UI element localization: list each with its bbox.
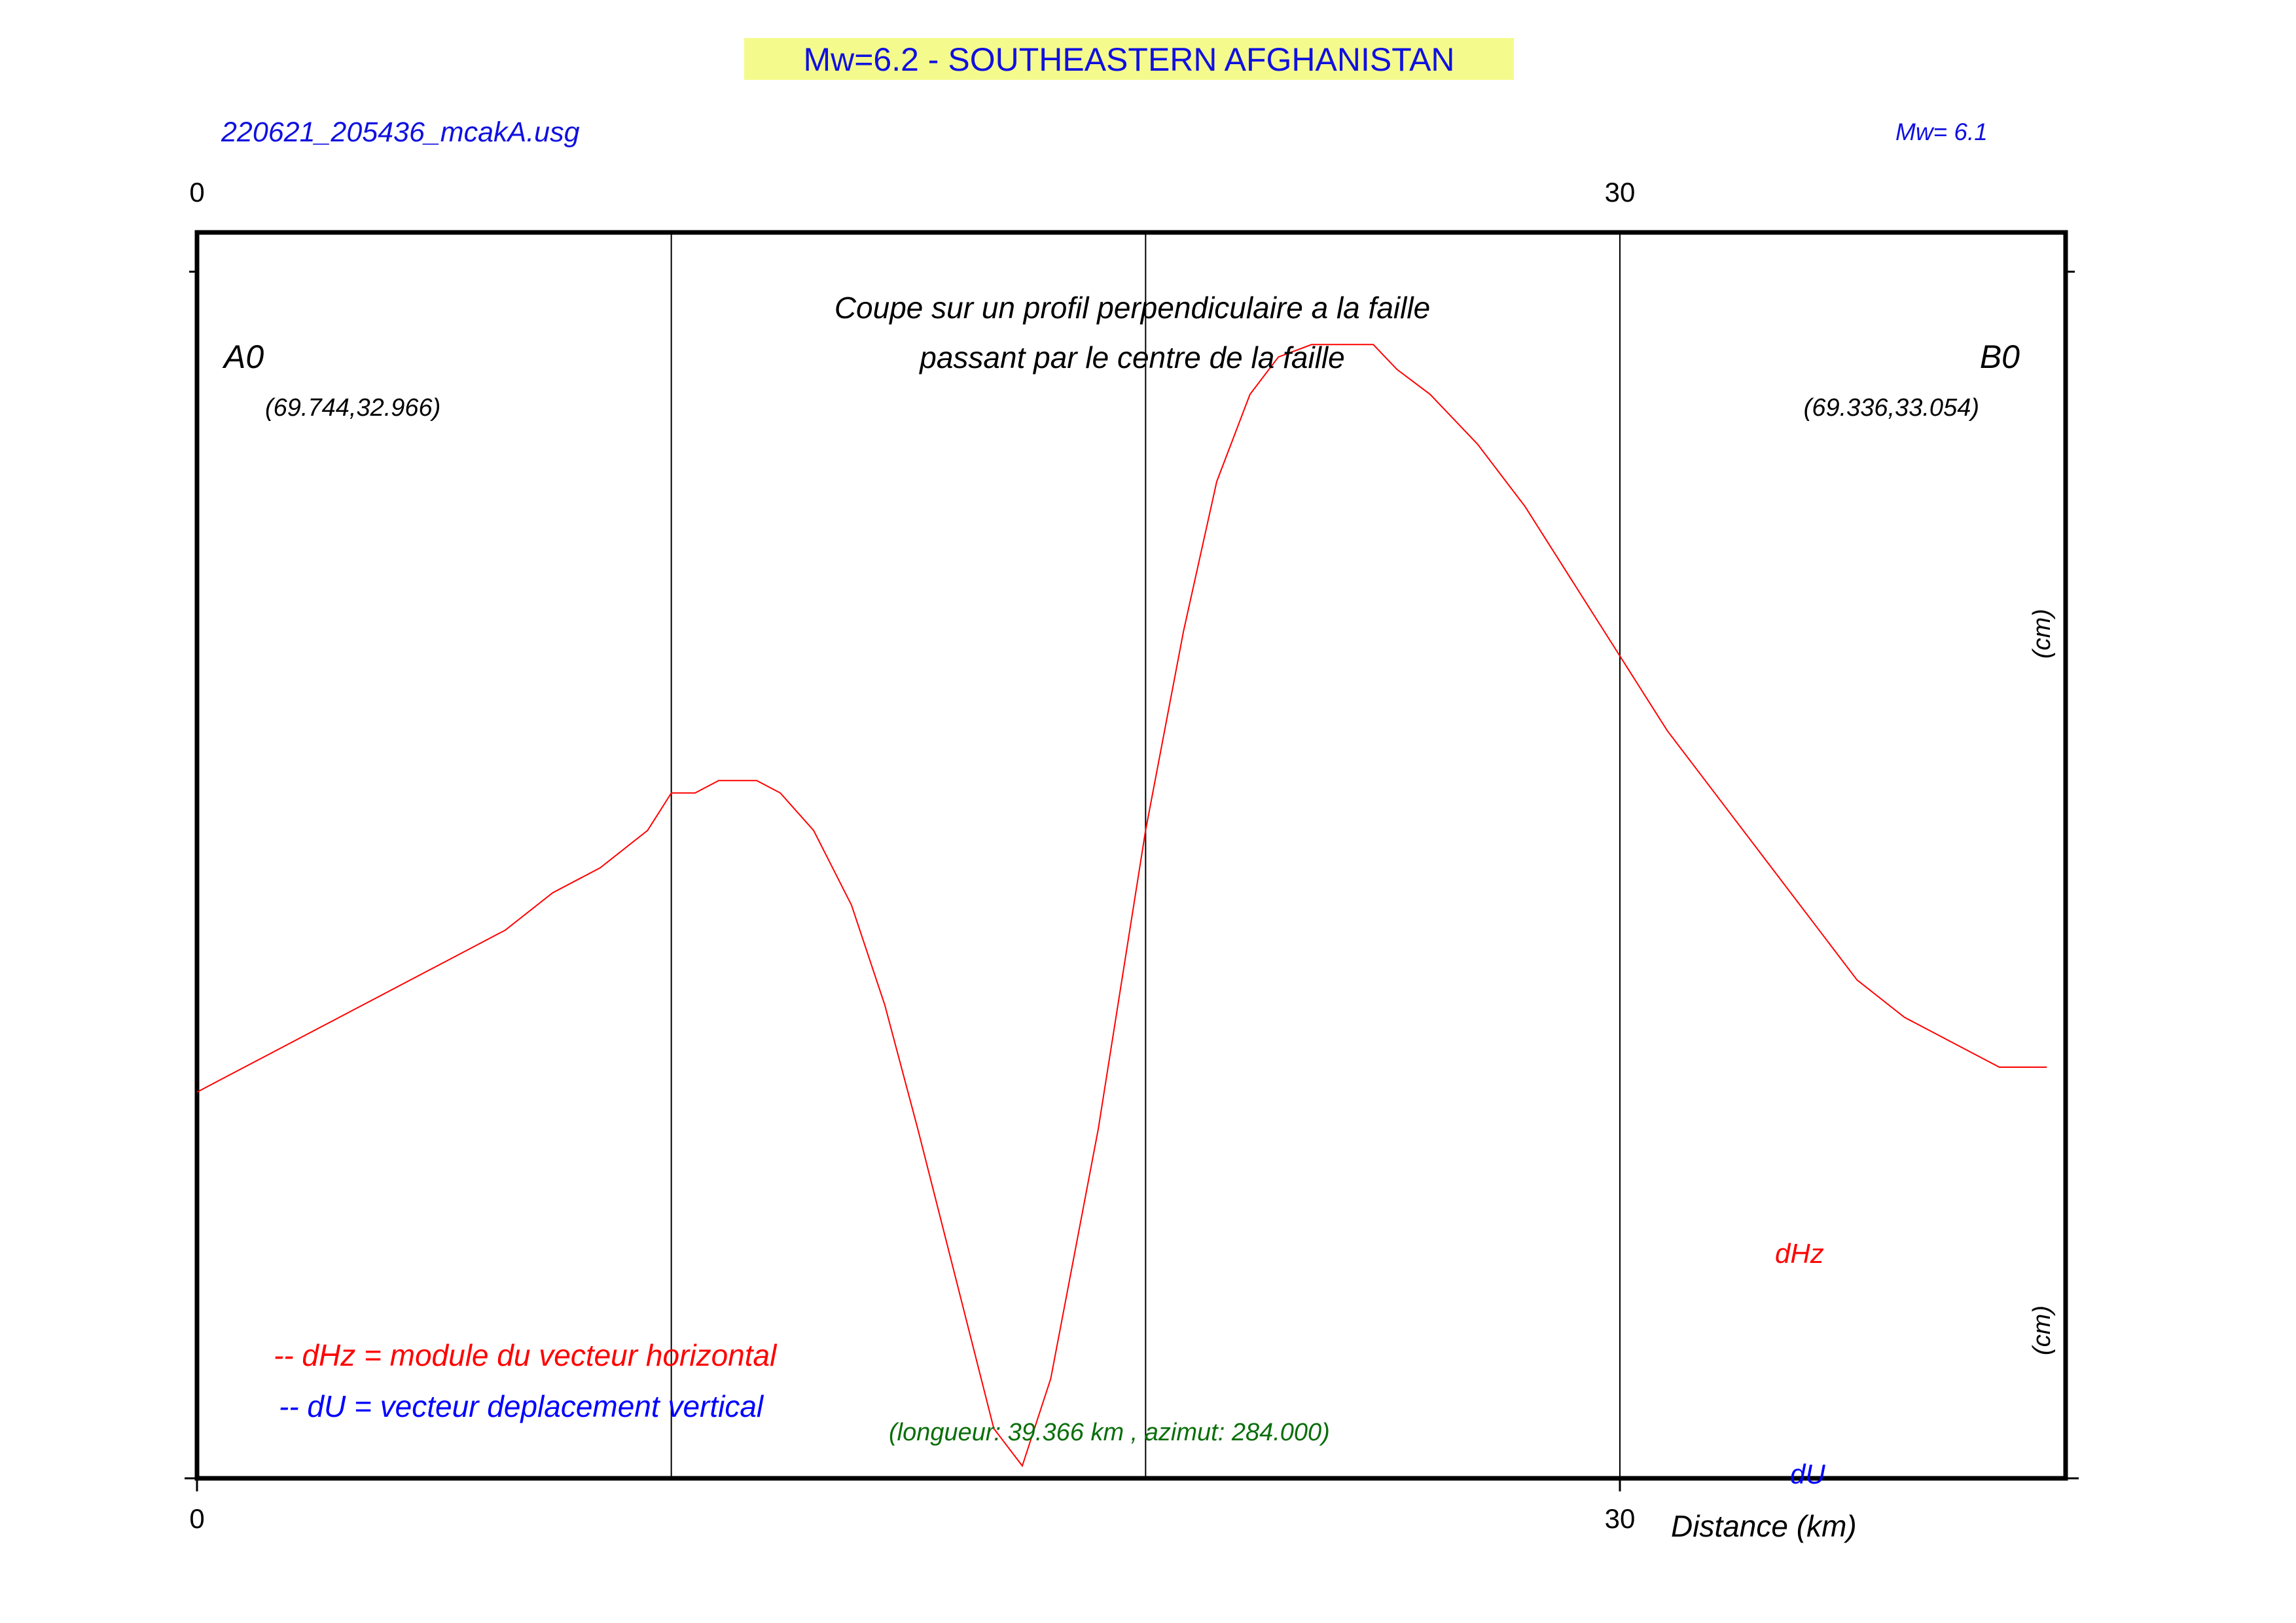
dhz-series-label: dHz bbox=[1775, 1238, 1824, 1269]
point-b-name: B0 bbox=[1980, 338, 2020, 375]
section-title-line1: Coupe sur un profil perpendiculaire a la… bbox=[834, 291, 1430, 325]
legend-dhz: -- dHz = module du vecteur horizontal bbox=[274, 1338, 778, 1372]
right-axis-unit-bottom: (cm) bbox=[2028, 1305, 2056, 1355]
legend-du: -- dU = vecteur deplacement vertical bbox=[279, 1389, 764, 1423]
profile-info: (longueur: 39.366 km , azimut: 284.000) bbox=[889, 1419, 1330, 1446]
file-label: 220621_205436_mcakA.usg bbox=[221, 117, 580, 148]
point-a-coords: (69.744,32.966) bbox=[265, 394, 440, 422]
point-b-coords: (69.336,33.054) bbox=[1804, 394, 1979, 422]
dhz-series-line bbox=[196, 344, 2047, 1468]
plot-frame bbox=[194, 230, 2068, 1481]
bottom-x-tick-label-30: 30 bbox=[1605, 1503, 1636, 1534]
point-a-name: A0 bbox=[222, 338, 264, 375]
vertical-reference-lines bbox=[670, 232, 1621, 1478]
top-x-tick-label-30: 30 bbox=[1605, 177, 1636, 208]
top-x-tick-label-0: 0 bbox=[189, 177, 204, 208]
mw-label: Mw= 6.1 bbox=[1895, 119, 1988, 145]
bottom-x-tick-label-0: 0 bbox=[189, 1503, 204, 1534]
x-axis-label: Distance (km) bbox=[1671, 1509, 1857, 1543]
title-background bbox=[744, 38, 1514, 80]
right-axis-unit-top: (cm) bbox=[2028, 609, 2056, 659]
du-series-label: dU bbox=[1790, 1459, 1825, 1489]
chart-title: Mw=6.2 - SOUTHEASTERN AFGHANISTAN bbox=[803, 41, 1454, 78]
section-title-line2: passant par le centre de la faille bbox=[918, 340, 1345, 374]
